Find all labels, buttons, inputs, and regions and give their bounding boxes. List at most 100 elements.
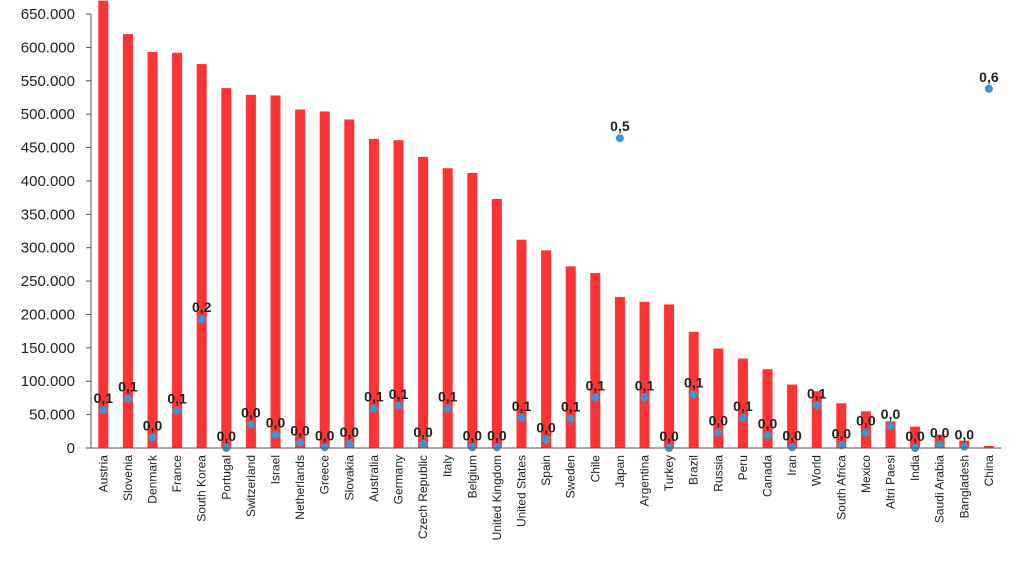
bar <box>664 304 675 448</box>
bar <box>737 358 748 448</box>
bar <box>122 34 133 449</box>
x-category-label: Czech Republic <box>416 455 430 539</box>
data-point <box>763 431 772 440</box>
data-point <box>271 430 280 439</box>
data-point <box>197 315 206 324</box>
y-axis: 0 50.000 100.000 150.000 200.000 250.000 300.0… <box>21 6 92 457</box>
bar <box>418 156 429 448</box>
data-point <box>148 433 157 442</box>
x-category-label: Saudi Arabia <box>933 455 947 523</box>
data-point <box>591 393 600 402</box>
data-point <box>369 404 378 413</box>
data-point <box>689 390 698 399</box>
data-point <box>296 438 305 447</box>
data-point-label: 0,0 <box>758 415 778 431</box>
data-point <box>812 401 821 410</box>
bar <box>787 384 798 448</box>
data-point-label: 0,1 <box>512 398 532 414</box>
x-category-label: Mexico <box>859 455 873 493</box>
y-tick-label: 550.000 <box>21 73 75 90</box>
x-category-label: South Africa <box>834 455 848 520</box>
x-category-label: Italy <box>441 455 455 477</box>
data-point-label: 0,0 <box>881 406 901 422</box>
bar <box>614 297 625 448</box>
bar <box>172 52 183 448</box>
data-point <box>246 420 255 429</box>
data-point <box>960 442 969 451</box>
data-point <box>99 405 108 414</box>
bar <box>147 52 158 448</box>
y-tick-label: 50.000 <box>29 407 75 424</box>
data-point-label: 0,1 <box>94 390 114 406</box>
data-point-label: 0,0 <box>266 415 286 431</box>
y-tick-label: 350.000 <box>21 206 75 223</box>
x-category-label: Peru <box>736 455 750 480</box>
x-category-label: Bangladesh <box>957 455 971 518</box>
data-point-label: 0,0 <box>536 419 556 435</box>
y-tick-label: 150.000 <box>21 340 75 357</box>
data-point-label: 0,1 <box>586 377 606 393</box>
data-point-label: 0,2 <box>192 299 212 315</box>
data-point <box>492 443 501 452</box>
bar <box>910 426 921 448</box>
data-point-label: 0,1 <box>684 375 704 391</box>
data-point <box>517 413 526 422</box>
x-category-label: Belgium <box>465 455 479 498</box>
x-category-label: United States <box>515 455 529 527</box>
bar <box>836 403 847 448</box>
bar <box>491 198 502 448</box>
bar <box>762 369 773 448</box>
bar <box>196 64 207 449</box>
x-category-label: Argentina <box>638 455 652 507</box>
x-category-label: Sweden <box>564 455 578 498</box>
data-point-label: 0,5 <box>610 118 630 134</box>
data-point <box>345 439 354 448</box>
bar <box>295 109 306 448</box>
data-point-label: 0,0 <box>955 427 975 443</box>
data-point <box>419 439 428 448</box>
data-point-label: 0,0 <box>856 413 876 429</box>
x-category-label: Australia <box>367 455 381 502</box>
bar <box>442 168 453 448</box>
data-point-label: 0,0 <box>905 428 925 444</box>
data-point-label: 0,1 <box>389 386 409 402</box>
x-category-label: Denmark <box>146 454 160 504</box>
data-point-label: 0,1 <box>364 389 384 405</box>
data-point <box>640 393 649 402</box>
x-category-label: Slovakia <box>342 455 356 501</box>
bar <box>983 445 994 448</box>
bar <box>319 111 330 448</box>
y-tick-label: 600.000 <box>21 39 75 56</box>
x-category-label: Germany <box>392 455 406 504</box>
data-point-label: 0,1 <box>807 385 827 401</box>
x-category-label: Chile <box>588 455 602 483</box>
bar <box>516 239 527 448</box>
x-category-label: Brazil <box>687 455 701 485</box>
x-category-label: Canada <box>761 455 775 497</box>
point-labels: 0,10,10,00,10,20,00,00,00,0 0,0 0,00,1 0,10… <box>94 69 999 444</box>
data-point <box>984 84 993 93</box>
data-point-label: 0,1 <box>167 391 187 407</box>
bar <box>713 348 724 448</box>
data-point-label: 0,0 <box>340 424 360 440</box>
x-category-label: Spain <box>539 455 553 486</box>
x-axis: Austria Slovenia Denmark France South Korea P… <box>91 447 1002 540</box>
data-point-label: 0,0 <box>930 425 950 441</box>
bar <box>368 138 379 448</box>
x-category-label: Japan <box>613 455 627 488</box>
bar <box>541 250 552 448</box>
x-category-label: Netherlands <box>293 455 307 520</box>
y-tick-label: 500.000 <box>21 106 75 123</box>
bar <box>467 172 478 448</box>
x-category-label: South Korea <box>195 455 209 522</box>
data-point <box>542 435 551 444</box>
data-point-label: 0,0 <box>143 417 163 433</box>
data-point <box>173 406 182 415</box>
x-category-label: India <box>908 455 922 481</box>
x-category-label: Turkey <box>662 455 676 491</box>
data-point-label: 0,1 <box>561 399 581 415</box>
bar <box>688 331 699 448</box>
data-point-label: 0,1 <box>635 377 655 393</box>
bars <box>98 0 994 449</box>
